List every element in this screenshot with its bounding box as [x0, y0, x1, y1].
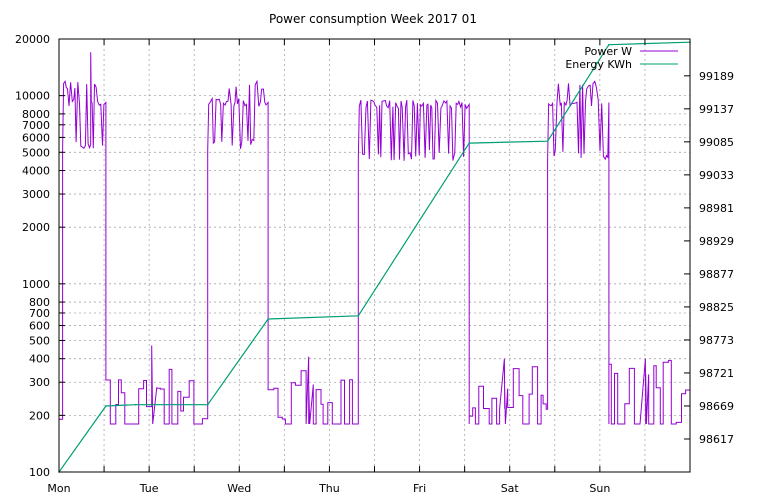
y-left-tick-label: 400 [29, 353, 50, 366]
energy-point [206, 403, 209, 406]
y-right-tick-label: 98773 [699, 334, 734, 347]
y-right-tick-label: 99189 [699, 70, 734, 83]
energy-point [267, 318, 269, 320]
chart-title: Power consumption Week 2017 01 [269, 12, 477, 26]
y-left-tick-label: 2000 [22, 221, 50, 234]
y-right-tick-label: 99033 [699, 169, 734, 182]
x-tick-label: Thu [318, 482, 340, 495]
legend-label-power: Power W [584, 45, 632, 58]
x-tick-label: Fri [413, 482, 426, 495]
y-left-tick-label: 100 [29, 466, 50, 479]
y-right-tick-label: 98981 [699, 202, 734, 215]
y-right-tick-label: 98825 [699, 301, 734, 314]
y-left-tick-label: 200 [29, 409, 50, 422]
energy-point [546, 140, 549, 143]
y-left-tick-label: 20000 [15, 33, 50, 46]
energy-point [105, 405, 107, 407]
y-left-tick-label: 10000 [15, 90, 50, 103]
y-right-tick-label: 98617 [699, 433, 734, 446]
y-right-tick-label: 98877 [699, 268, 734, 281]
y-right-tick-label: 98721 [699, 367, 734, 380]
y-left-tick-label: 4000 [22, 165, 50, 178]
y-left-tick-label: 5000 [22, 146, 50, 159]
legend: Power W Energy KWh [565, 45, 678, 71]
energy-series-line [59, 41, 690, 472]
y-left-tick-label: 1000 [22, 278, 50, 291]
x-tick-label: Wed [227, 482, 251, 495]
y-left-tick-label: 500 [29, 334, 50, 347]
y-right-tick-label: 99085 [699, 136, 734, 149]
energy-point [357, 315, 360, 317]
energy-point [608, 43, 610, 46]
energy-point [134, 403, 137, 406]
series-layer [58, 41, 691, 473]
energy-point [468, 142, 470, 144]
x-tick-label: Tue [139, 482, 159, 495]
y-left-tick-label: 8000 [22, 108, 50, 121]
x-tick-label: Mon [47, 482, 70, 495]
y-left-tick-label: 3000 [22, 188, 50, 201]
y-left-tick-label: 800 [29, 296, 50, 309]
y-left-tick-label: 300 [29, 376, 50, 389]
y-left-tick-label: 7000 [22, 119, 50, 132]
x-tick-label: Sat [501, 482, 520, 495]
y-left-tick-label: 600 [29, 320, 50, 333]
legend-label-energy: Energy KWh [565, 58, 632, 71]
y-left-tick-label: 6000 [22, 131, 50, 144]
y-right-tick-label: 98669 [699, 400, 734, 413]
power-series-line [59, 52, 690, 425]
y-right-tick-label: 99137 [699, 103, 734, 116]
x-tick-label: Sun [589, 482, 610, 495]
y-left-tick-label: 700 [29, 307, 50, 320]
y-right-tick-label: 98929 [699, 235, 734, 248]
